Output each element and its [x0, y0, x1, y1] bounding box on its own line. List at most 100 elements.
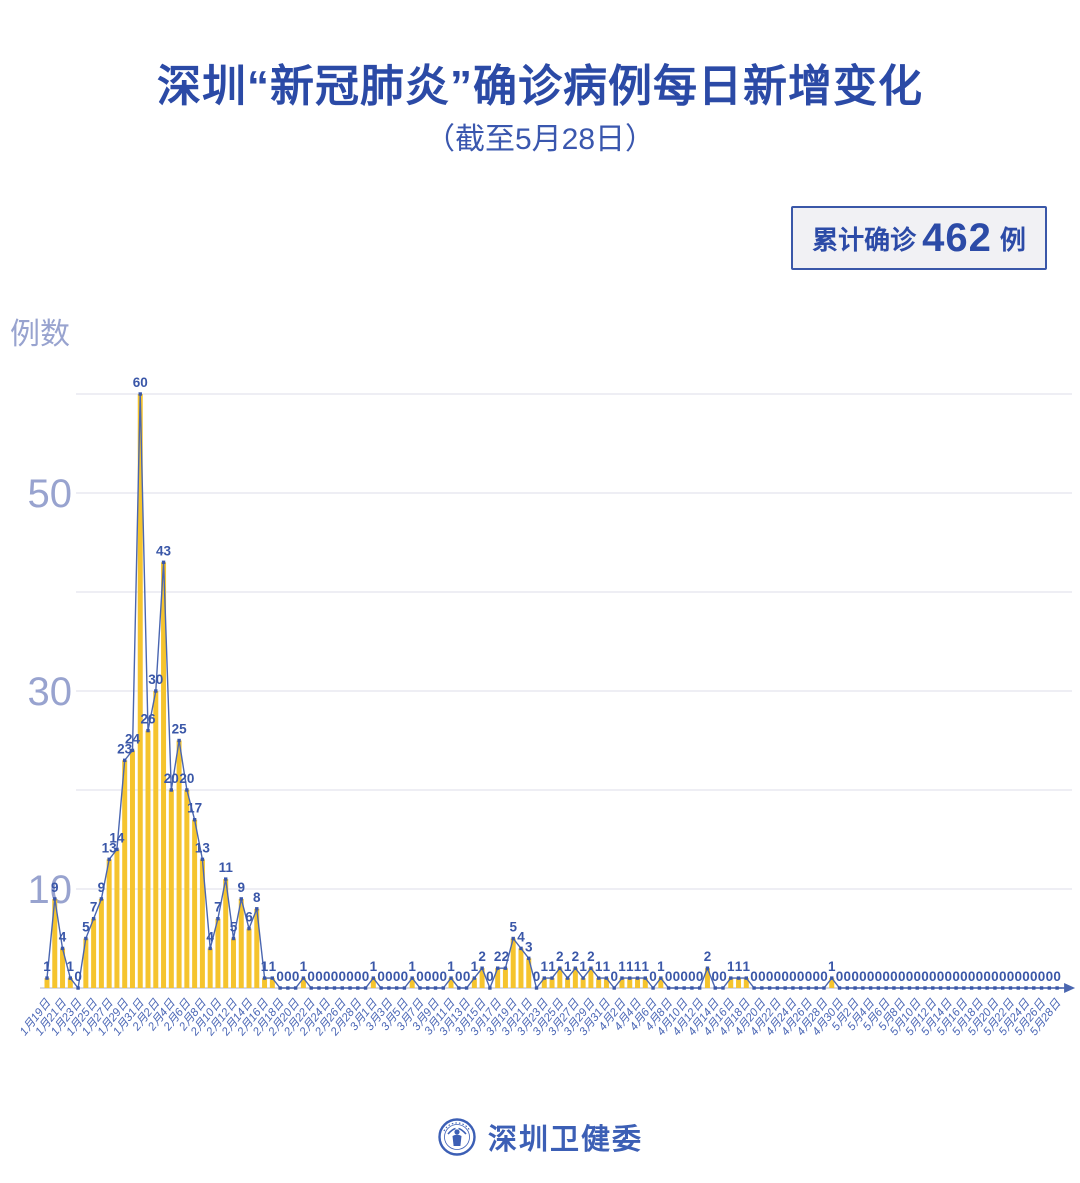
- value-label-day-20: 13: [195, 840, 211, 855]
- bar-day-8: [106, 859, 112, 988]
- bar-day-47: [409, 978, 415, 988]
- value-label-day-26: 6: [245, 910, 253, 925]
- data-point-day-117: [954, 986, 958, 990]
- value-label-day-51: 0: [440, 969, 448, 984]
- data-point-day-116: [946, 986, 951, 990]
- value-label-day-62: 3: [525, 939, 533, 954]
- cumulative-total-badge: 累计确诊 462 例: [791, 206, 1047, 270]
- value-label-day-3: 1: [67, 959, 75, 974]
- data-point-day-61: [519, 946, 523, 951]
- data-point-day-15: [161, 560, 166, 564]
- value-label-day-104: 0: [851, 969, 859, 984]
- data-point-day-127: [1032, 986, 1036, 990]
- data-point-day-20: [200, 857, 205, 861]
- value-label-day-107: 0: [875, 969, 883, 984]
- data-point-day-59: [503, 966, 508, 970]
- value-label-day-109: 0: [890, 969, 898, 984]
- value-label-day-115: 0: [937, 969, 945, 984]
- value-label-day-85: 2: [704, 949, 712, 964]
- bar-day-77: [642, 978, 648, 988]
- data-point-day-78: [651, 986, 655, 990]
- data-point-day-25: [239, 897, 243, 901]
- badge-value: 462: [922, 215, 992, 260]
- value-label-day-48: 0: [416, 969, 424, 984]
- value-label-day-56: 2: [478, 949, 486, 964]
- data-point-day-22: [216, 917, 220, 921]
- data-point-day-44: [387, 986, 391, 990]
- data-point-day-18: [185, 788, 189, 792]
- value-label-day-98: 0: [805, 969, 813, 984]
- bar-day-58: [495, 968, 501, 988]
- bar-day-21: [207, 948, 213, 988]
- data-point-day-85: [705, 966, 710, 970]
- value-label-day-63: 0: [533, 969, 541, 984]
- value-label-day-97: 0: [797, 969, 805, 984]
- value-label-day-5: 5: [82, 920, 90, 935]
- data-point-day-45: [394, 986, 399, 990]
- value-label-day-106: 0: [867, 969, 875, 984]
- data-point-day-94: [775, 986, 780, 990]
- bar-day-60: [510, 938, 516, 988]
- data-point-day-19: [192, 818, 197, 822]
- value-label-day-31: 0: [284, 969, 292, 984]
- value-label-day-96: 0: [789, 969, 797, 984]
- value-label-day-117: 0: [952, 969, 960, 984]
- value-label-day-127: 0: [1030, 969, 1038, 984]
- value-label-day-6: 7: [90, 900, 98, 915]
- bar-day-69: [580, 978, 586, 988]
- value-label-day-40: 0: [354, 969, 362, 984]
- value-label-day-21: 4: [206, 929, 214, 944]
- bar-day-42: [370, 978, 376, 988]
- bar-day-13: [145, 730, 151, 988]
- data-point-day-68: [573, 966, 578, 970]
- bar-day-66: [557, 968, 563, 988]
- value-label-day-45: 0: [393, 969, 401, 984]
- data-point-day-51: [441, 986, 445, 990]
- data-point-day-86: [713, 986, 717, 990]
- data-point-day-2: [60, 946, 65, 951]
- value-label-day-77: 1: [642, 959, 650, 974]
- data-point-day-130: [1055, 986, 1059, 990]
- value-label-day-37: 0: [331, 969, 339, 984]
- bar-day-24: [230, 938, 236, 988]
- bar-day-75: [627, 978, 633, 988]
- data-point-day-79: [659, 976, 663, 980]
- data-point-day-72: [604, 976, 609, 980]
- data-point-day-111: [907, 986, 912, 990]
- value-label-day-36: 0: [323, 969, 331, 984]
- y-tick-label-10: 10: [28, 868, 73, 912]
- badge-label: 累计确诊: [812, 224, 917, 255]
- value-label-day-50: 0: [432, 969, 440, 984]
- data-point-day-69: [581, 976, 585, 980]
- data-point-day-24: [231, 936, 236, 941]
- data-point-day-40: [356, 986, 360, 990]
- chart-subtitle: （截至5月28日）: [424, 123, 656, 156]
- bar-day-7: [98, 898, 104, 988]
- data-point-day-26: [247, 926, 251, 931]
- bar-day-11: [129, 750, 135, 988]
- value-label-day-92: 0: [758, 969, 766, 984]
- data-point-day-92: [760, 986, 764, 990]
- value-label-day-125: 0: [1014, 969, 1022, 984]
- value-label-day-18: 20: [179, 771, 194, 786]
- value-label-day-90: 1: [743, 959, 751, 974]
- data-point-day-46: [402, 986, 407, 990]
- bar-day-85: [704, 968, 710, 988]
- data-point-day-107: [876, 986, 881, 990]
- value-label-day-74: 1: [618, 959, 626, 974]
- data-point-day-77: [643, 976, 647, 980]
- value-label-day-15: 43: [156, 543, 172, 558]
- value-label-day-84: 0: [696, 969, 704, 984]
- value-label-day-103: 0: [844, 969, 852, 984]
- value-label-day-22: 7: [214, 900, 222, 915]
- value-label-day-75: 1: [626, 959, 634, 974]
- bar-day-3: [67, 978, 73, 988]
- value-label-day-89: 1: [735, 959, 743, 974]
- data-point-day-27: [255, 907, 259, 911]
- data-point-day-88: [729, 976, 733, 980]
- data-point-day-112: [915, 986, 919, 990]
- data-point-day-98: [806, 986, 811, 990]
- data-point-day-55: [472, 976, 477, 980]
- data-point-day-83: [690, 986, 694, 990]
- data-point-day-1: [53, 897, 57, 901]
